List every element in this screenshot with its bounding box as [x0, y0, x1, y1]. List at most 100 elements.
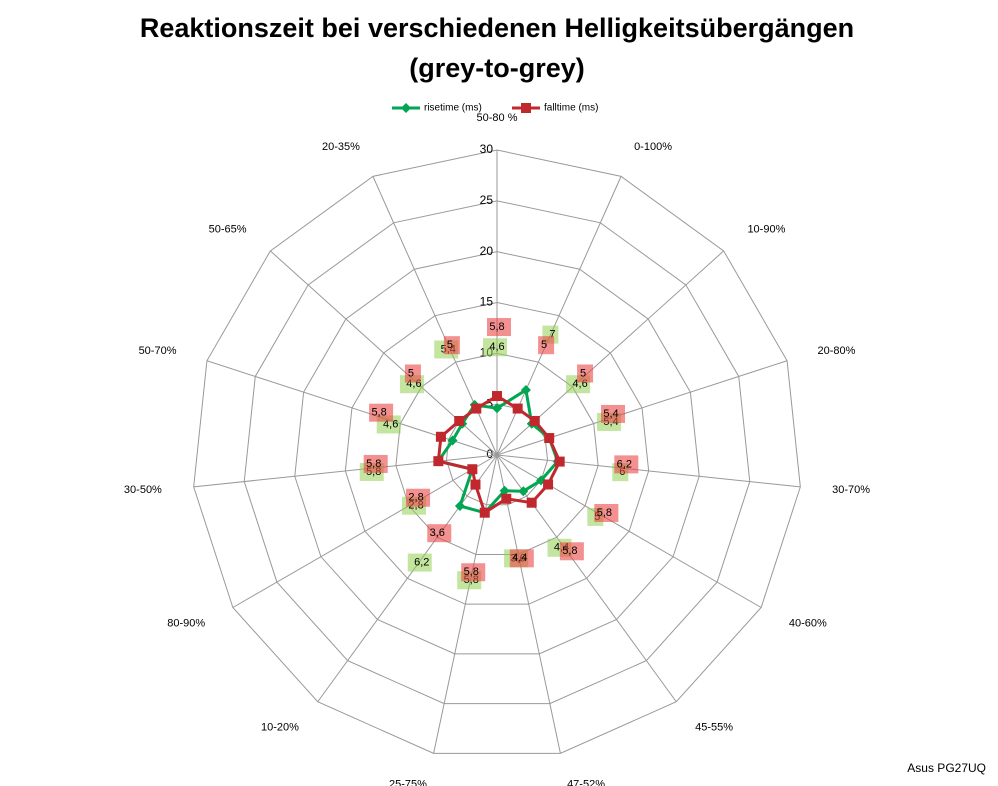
spoke	[193, 454, 498, 488]
data-label: 7	[549, 329, 555, 341]
grid-line	[395, 352, 599, 555]
category-label: 10-20%	[261, 722, 299, 734]
legend-label: risetime (ms)	[424, 103, 482, 114]
data-label-box	[363, 454, 388, 473]
spoke	[232, 454, 498, 608]
data-label: 6,2	[414, 556, 429, 568]
data-label: 5	[447, 339, 453, 351]
marker	[454, 500, 465, 511]
data-label-box	[483, 338, 507, 357]
marker	[529, 415, 540, 426]
marker	[470, 479, 481, 490]
spoke	[496, 454, 677, 703]
marker	[554, 456, 565, 467]
category-label: 10-90%	[747, 223, 785, 235]
watermark: Asus PG27UQ	[907, 761, 986, 775]
data-label: 5	[580, 367, 586, 379]
data-label-box	[614, 455, 639, 474]
chart-title: (grey-to-grey)	[409, 53, 585, 83]
spoke	[433, 454, 498, 754]
data-label: 2,8	[408, 492, 423, 504]
data-label: 5,8	[562, 545, 577, 557]
marker	[526, 497, 537, 508]
r-tick-label: 15	[480, 295, 494, 309]
spoke	[496, 454, 561, 754]
spoke	[496, 454, 801, 488]
marker	[499, 485, 510, 496]
r-tick-label: 30	[480, 142, 494, 156]
category-label: 30-70%	[832, 484, 870, 496]
series-line	[436, 394, 562, 515]
data-label: 6,2	[617, 458, 632, 470]
data-label-box	[538, 336, 555, 355]
marker	[433, 456, 444, 467]
category-label: 25-75%	[389, 779, 427, 786]
r-tick-label: 25	[480, 193, 494, 207]
category-label: 50-80 %	[477, 112, 518, 124]
spoke	[206, 360, 498, 456]
data-label-box	[407, 553, 432, 572]
marker	[512, 403, 523, 414]
category-label: 45-55%	[695, 722, 733, 734]
category-label: 47-52%	[567, 779, 605, 786]
data-label: 5,4	[603, 408, 618, 420]
category-label: 50-65%	[209, 223, 247, 235]
data-label-box	[559, 542, 584, 561]
data-label-box	[487, 318, 511, 337]
marker	[479, 507, 490, 518]
series-line	[435, 387, 560, 515]
legend-label: falltime (ms)	[544, 103, 598, 114]
spoke	[317, 454, 498, 703]
marker	[492, 391, 502, 402]
grid-line	[193, 149, 801, 754]
data-label-box	[369, 403, 394, 422]
data-label: 4,6	[489, 341, 504, 353]
spoke	[496, 360, 788, 456]
grid-line	[294, 251, 700, 655]
marker	[454, 415, 465, 426]
data-label: 5	[408, 367, 414, 379]
data-label-box	[404, 364, 421, 383]
data-label: 4,4	[512, 552, 527, 564]
category-label: 80-90%	[167, 617, 205, 629]
legend-marker	[521, 103, 531, 113]
legend-marker	[401, 103, 411, 113]
data-label: 5,8	[489, 321, 504, 333]
category-label: 0-100%	[634, 141, 672, 153]
category-label: 20-80%	[818, 345, 856, 357]
data-label-box	[509, 549, 534, 568]
marker	[501, 493, 512, 504]
r-tick-label: 20	[480, 244, 494, 258]
marker	[447, 435, 458, 446]
data-label-box	[443, 336, 460, 355]
grid-line	[243, 200, 751, 705]
data-label-box	[427, 524, 452, 543]
marker	[471, 403, 482, 414]
category-label: 50-70%	[139, 345, 177, 357]
category-label: 40-60%	[789, 617, 827, 629]
data-label: 5,8	[597, 507, 612, 519]
data-label-box	[594, 503, 619, 522]
r-tick-label: 0	[486, 447, 493, 461]
marker	[520, 384, 531, 395]
marker	[435, 431, 446, 442]
data-label-box	[406, 488, 431, 507]
chart-title: Reaktionszeit bei verschiedenen Helligke…	[140, 13, 854, 43]
grid-line	[344, 301, 650, 605]
marker	[544, 433, 555, 444]
data-label: 5,8	[371, 407, 386, 419]
data-label-box	[601, 404, 626, 423]
r-tick-label: 5	[486, 396, 493, 410]
marker	[467, 464, 478, 475]
data-label: 5,8	[464, 566, 479, 578]
data-label: 3,6	[430, 527, 445, 539]
marker	[518, 486, 529, 497]
data-label-box	[461, 563, 486, 582]
marker	[543, 479, 554, 490]
spoke	[496, 454, 762, 608]
category-label: 20-35%	[322, 141, 360, 153]
data-label-box	[577, 364, 594, 383]
data-label: 5	[541, 339, 547, 351]
category-label: 30-50%	[124, 484, 162, 496]
